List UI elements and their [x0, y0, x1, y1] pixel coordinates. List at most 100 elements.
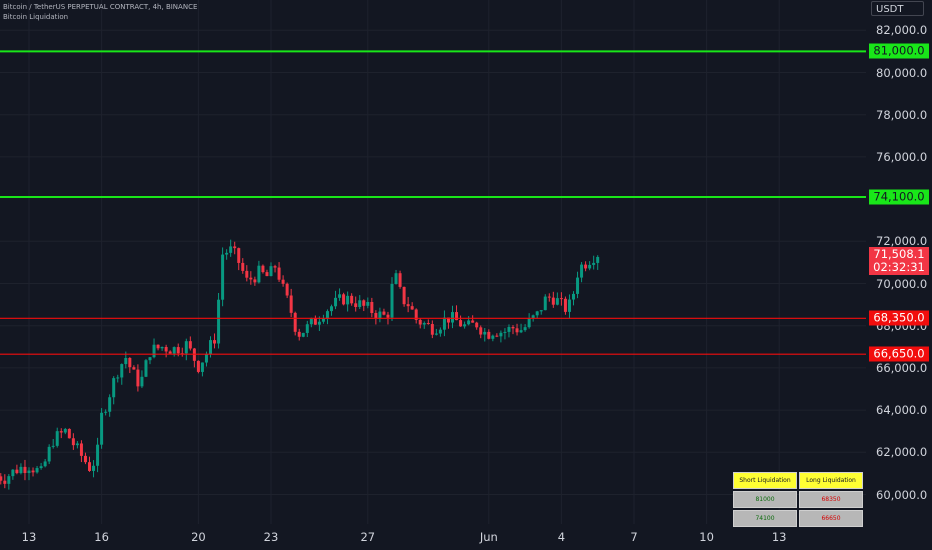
date-tick-label: 20	[191, 530, 206, 544]
candle-body	[281, 279, 285, 284]
candle-body	[531, 315, 535, 319]
short-level-price-label: 81,000.0	[869, 43, 929, 59]
candle-body	[204, 354, 208, 363]
candle-body	[253, 279, 257, 283]
price-axis[interactable]	[866, 0, 932, 550]
date-tick-label: 7	[630, 530, 638, 544]
candle-body	[467, 320, 471, 325]
candle-body	[410, 306, 414, 310]
candle-body	[475, 322, 479, 328]
candle-body	[15, 469, 19, 474]
date-tick-label: 13	[771, 530, 787, 544]
candle-body	[297, 331, 301, 337]
candle-body	[309, 318, 313, 325]
candle-body	[27, 470, 31, 474]
candle-body	[285, 283, 289, 296]
candle-body	[374, 313, 378, 319]
currency-button[interactable]: USDT	[871, 1, 924, 16]
candle-body	[31, 470, 35, 473]
candle-body	[39, 466, 43, 469]
candle-body	[213, 340, 217, 344]
candle-body	[112, 378, 116, 398]
candle-body	[83, 455, 87, 463]
candle-body	[209, 340, 212, 355]
candle-body	[576, 277, 580, 294]
candle-body	[293, 312, 297, 332]
candle-body	[261, 265, 265, 273]
candle-body	[330, 306, 333, 312]
candle-body	[382, 311, 386, 315]
candle-body	[19, 466, 23, 474]
candle-body	[495, 335, 499, 337]
candle-body	[92, 465, 96, 471]
candle-body	[406, 304, 410, 307]
price-tick-label: 76,000.0	[876, 149, 928, 164]
candle-body	[430, 324, 434, 335]
candle-body	[225, 252, 229, 255]
candle-body	[140, 376, 144, 387]
candle-body	[527, 318, 531, 328]
candle-body	[136, 369, 140, 387]
candle-body	[346, 295, 350, 305]
candle-body	[588, 264, 592, 269]
candle-body	[67, 428, 71, 439]
candle-body	[325, 311, 329, 319]
candle-body	[3, 480, 7, 484]
bar-countdown: 02:32:31	[873, 260, 925, 274]
long-level-price-label: 66,650.0	[869, 346, 929, 362]
candle-body	[422, 323, 426, 325]
candle-body	[519, 330, 523, 333]
date-tick-label: 16	[94, 530, 109, 544]
table-row: 81000 68350	[733, 491, 863, 508]
candle-body	[289, 295, 293, 313]
candle-body	[144, 360, 148, 377]
candle-body	[471, 320, 475, 323]
price-tick-label: 70,000.0	[876, 276, 928, 291]
last-price-label: 71,508.1 02:32:31	[869, 247, 929, 275]
candle-body	[257, 265, 261, 283]
candle-body	[386, 314, 390, 318]
candle-body	[305, 324, 309, 333]
candle-body	[442, 317, 446, 330]
short-liquidation-value: 81000	[733, 491, 797, 508]
candle-body	[23, 466, 27, 474]
candle-body	[75, 443, 79, 446]
candle-body	[63, 428, 67, 433]
candle-body	[354, 303, 358, 307]
candle-body	[479, 327, 483, 335]
candle-body	[100, 412, 104, 445]
candle-body	[455, 312, 459, 321]
date-tick-label: 13	[21, 530, 37, 544]
candle-body	[321, 318, 325, 322]
candle-body	[245, 270, 249, 278]
candle-body	[418, 319, 422, 325]
price-plot[interactable]	[0, 0, 866, 524]
candle-body	[580, 264, 584, 278]
candle-body	[96, 444, 100, 466]
candle-body	[249, 277, 253, 280]
candle-body	[378, 311, 382, 319]
liquidation-table: Short Liquidation Long Liquidation 81000…	[731, 470, 865, 529]
date-tick-label: 10	[699, 530, 714, 544]
candle-body	[132, 367, 136, 370]
candle-body	[148, 357, 152, 361]
candle-body	[572, 293, 575, 300]
candle-body	[523, 327, 527, 331]
candle-body	[79, 443, 83, 456]
candle-body	[168, 351, 172, 354]
price-tick-label: 72,000.0	[876, 234, 928, 249]
candle-body	[438, 329, 442, 334]
candle-body	[164, 346, 168, 352]
candle-body	[128, 357, 132, 368]
candle-body	[237, 248, 241, 263]
candle-body	[350, 295, 354, 304]
table-header-row: Short Liquidation Long Liquidation	[733, 472, 863, 489]
candle-body	[108, 397, 112, 412]
candle-body	[71, 438, 75, 446]
candle-body	[0, 476, 3, 481]
candle-body	[563, 298, 567, 312]
candle-body	[277, 267, 281, 280]
grid	[0, 0, 866, 524]
short-level-price-label: 74,100.0	[869, 189, 929, 205]
